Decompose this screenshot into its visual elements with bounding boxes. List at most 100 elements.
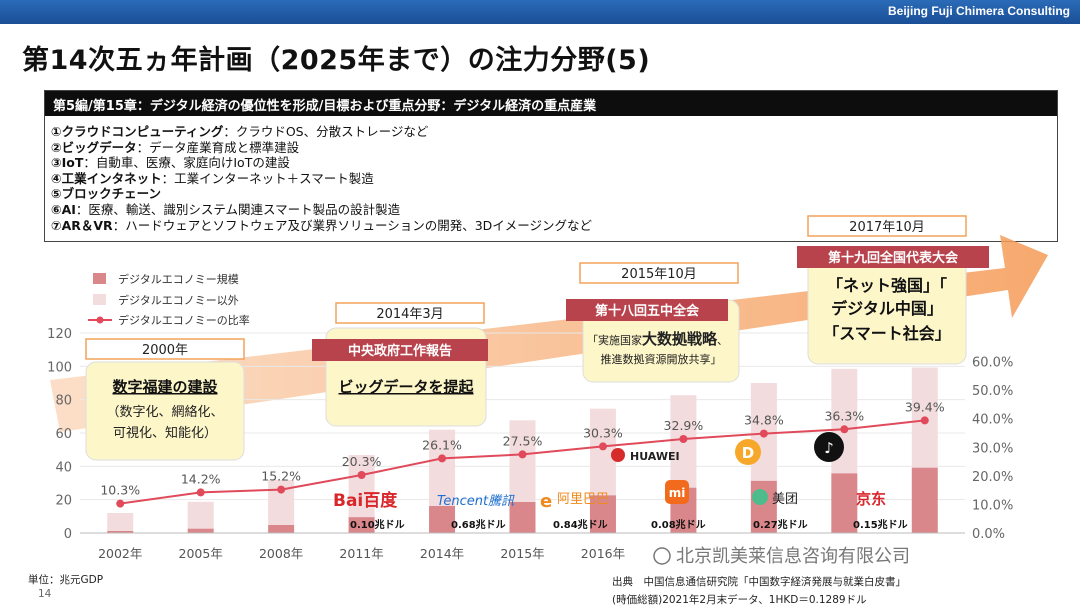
legend: デジタルエコノミー規模 デジタルエコノミー以外 デジタルエコノミーの比率 — [88, 272, 250, 327]
legend-label: デジタルエコノミー規模 — [118, 272, 239, 286]
meituan-logo: 美团 0.27兆ドル — [752, 489, 808, 531]
list-item: ①クラウドコンピューティング：クラウドOS、分散ストレージなど — [51, 124, 429, 139]
x-tick-label: 2015年 — [500, 546, 544, 561]
annotation-line: デジタル中国」 — [831, 299, 943, 318]
ratio-point — [679, 435, 688, 443]
bar-digital — [589, 495, 616, 533]
jd-logo: 京东 0.15兆ドル — [853, 490, 908, 531]
baidu-logo: Bai百度 0.10兆ドル — [333, 490, 405, 531]
legend-marker — [96, 316, 104, 324]
annotation-banner: 中央政府工作報告 — [348, 343, 452, 359]
focus-areas-box: 第5編/第15章：デジタル経済の優位性を形成/目標および重点分野：デジタル経済の… — [44, 90, 1058, 242]
x-tick-label: 2002年 — [98, 546, 142, 561]
ratio-data-label: 30.3% — [583, 425, 623, 440]
annotation-date: 2017年10月 — [849, 220, 925, 235]
y-tick-label: 80 — [55, 394, 72, 409]
svg-text:HUAWEI: HUAWEI — [630, 450, 680, 463]
annotation-line: （数字化、網絡化、 — [106, 404, 223, 420]
annotation-date: 2014年3月 — [376, 307, 443, 322]
company-logos: Bai百度 0.10兆ドル Tencent騰訊 0.68兆ドル e 阿里巴巴 0… — [333, 432, 908, 531]
bar-non-digital — [187, 501, 214, 529]
svg-text:e: e — [540, 491, 552, 512]
ratio-point — [598, 442, 607, 451]
didi-logo: D — [735, 439, 761, 465]
page-number: 14 — [38, 588, 52, 600]
ratio-data-label: 32.9% — [664, 418, 704, 433]
focus-areas-heading: 第5編/第15章：デジタル経済の優位性を形成/目標および重点分野：デジタル経済の… — [45, 91, 1057, 116]
data-note: (時価総額)2021年2月末データ、1HKD＝0.1289ドル — [612, 594, 867, 606]
list-item: ②ビッグデータ：データ産業育成と標準建設 — [51, 139, 300, 155]
ratio-point — [920, 416, 929, 425]
brand-name: Beijing Fuji Chimera Consulting — [887, 4, 1070, 18]
market-cap: 0.84兆ドル — [553, 518, 608, 531]
svg-text:美团: 美团 — [772, 492, 798, 507]
annotation-line: 「ネット強国」「 — [827, 276, 947, 295]
tiktok-logo: ♪ — [814, 432, 844, 462]
ratio-data-label: 27.5% — [503, 433, 543, 448]
bar-non-digital — [348, 455, 375, 518]
x-tick-label: 2008年 — [259, 546, 303, 561]
list-item: ④工業インタネット：工業インターネット＋スマート製造 — [51, 170, 374, 186]
ratio-data-label: 15.2% — [261, 469, 301, 484]
list-item: ⑥AI：医療、輸送、識別システム関連スマート製品の設計製造 — [51, 201, 401, 217]
list-item: ⑦AR＆VR：ハードウェアとソフトウェア及び業界ソリューションの開発、3Dイメー… — [51, 217, 593, 233]
market-cap: 0.27兆ドル — [753, 518, 808, 531]
annotation-banner: 第十八回五中全会 — [595, 303, 700, 319]
bar-digital — [429, 506, 456, 533]
unit-label: 単位：兆元GDP — [28, 574, 104, 586]
bar-non-digital — [107, 513, 134, 531]
annotation-line: 「実施国家大数拠戦略、 — [587, 330, 728, 348]
svg-text:京东: 京东 — [856, 490, 886, 508]
annotation-date: 2015年10月 — [621, 267, 697, 282]
ratio-point — [196, 488, 205, 497]
top-banner: Beijing Fuji Chimera Consulting — [0, 0, 1080, 24]
svg-text:mi: mi — [669, 486, 686, 500]
market-cap: 0.68兆ドル — [451, 518, 506, 531]
svg-text:阿里巴巴: 阿里巴巴 — [557, 492, 609, 507]
xiaomi-logo: mi 0.08兆ドル — [651, 480, 706, 531]
annotation-line: 「スマート社会」 — [823, 324, 951, 343]
legend-label: デジタルエコノミーの比率 — [118, 313, 250, 327]
market-cap: 0.08兆ドル — [651, 518, 706, 531]
y2-tick-label: 10.0% — [972, 498, 1013, 513]
y2-tick-label: 40.0% — [972, 413, 1013, 428]
ratio-point — [438, 454, 447, 463]
y2-tick-label: 60.0% — [972, 356, 1013, 371]
list-item: ③IoT：自動車、医療、家庭向けIoTの建設 — [51, 155, 290, 171]
bar-non-digital — [589, 408, 616, 496]
annotation-2017: 2017年10月 第十九回全国代表大会 「ネット強国」「 デジタル中国」 「スマ… — [797, 215, 989, 365]
source-note: 出典 中国信息通信研究院「中国数字経済発展与就業白皮書」 — [612, 576, 906, 588]
ratio-data-label: 14.2% — [181, 471, 221, 486]
ratio-point — [357, 471, 366, 479]
y-tick-label: 120 — [47, 327, 72, 342]
bar-digital — [268, 525, 295, 533]
x-tick-label: 2016年 — [581, 546, 625, 561]
svg-text:♪: ♪ — [824, 439, 834, 457]
x-tick-label: 2011年 — [339, 546, 383, 561]
svg-text:Bai百度: Bai百度 — [333, 490, 398, 511]
y2-tick-label: 30.0% — [972, 441, 1013, 456]
x-tick-label: 2005年 — [179, 546, 223, 561]
y-tick-label: 40 — [55, 460, 72, 475]
y2-tick-label: 20.0% — [972, 470, 1013, 485]
watermark: 北京凯美莱信息咨询有限公司 — [653, 546, 910, 567]
ratio-data-label: 26.1% — [422, 437, 462, 452]
bar-digital — [348, 517, 375, 533]
bar-non-digital — [429, 429, 456, 506]
ratio-data-label: 20.3% — [342, 454, 382, 469]
annotation-line: 可視化、知能化） — [113, 425, 217, 441]
tencent-logo: Tencent騰訊 0.68兆ドル — [437, 494, 515, 531]
annotation-line: 推進数拠資源開放共享」 — [601, 352, 722, 366]
x-tick-label: 2014年 — [420, 546, 464, 561]
ratio-point — [277, 485, 286, 494]
svg-text:D: D — [742, 444, 754, 462]
ratio-data-label: 36.3% — [824, 408, 864, 423]
y-tick-label: 20 — [55, 494, 72, 509]
annotation-date: 2000年 — [142, 343, 188, 358]
huawei-logo: HUAWEI — [611, 448, 680, 463]
annotation-2015: 2015年10月 第十八回五中全会 「実施国家大数拠戦略、 推進数拠資源開放共享… — [566, 262, 740, 383]
svg-text:北京凯美莱信息咨询有限公司: 北京凯美莱信息咨询有限公司 — [676, 546, 910, 567]
bar-non-digital — [509, 420, 536, 502]
annotation-title: 数字福建の建設 — [112, 378, 218, 396]
bar-digital — [831, 473, 858, 533]
